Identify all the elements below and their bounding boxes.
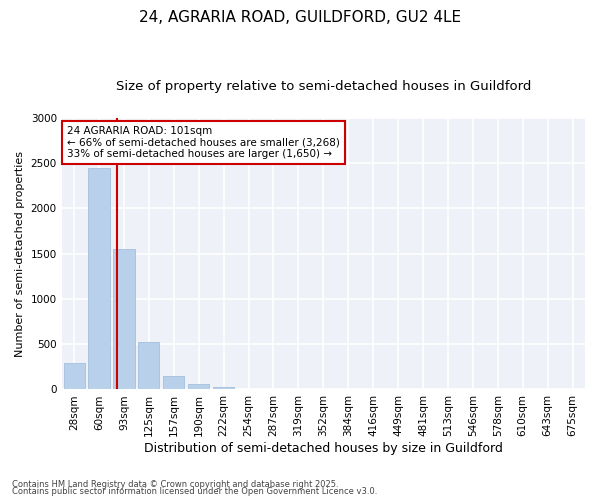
Text: Contains public sector information licensed under the Open Government Licence v3: Contains public sector information licen… — [12, 487, 377, 496]
Y-axis label: Number of semi-detached properties: Number of semi-detached properties — [15, 150, 25, 356]
Bar — [163, 376, 184, 390]
X-axis label: Distribution of semi-detached houses by size in Guildford: Distribution of semi-detached houses by … — [144, 442, 503, 455]
Bar — [138, 342, 160, 390]
Bar — [113, 248, 134, 390]
Bar — [213, 388, 234, 390]
Text: Contains HM Land Registry data © Crown copyright and database right 2025.: Contains HM Land Registry data © Crown c… — [12, 480, 338, 489]
Bar — [64, 362, 85, 390]
Text: 24, AGRARIA ROAD, GUILDFORD, GU2 4LE: 24, AGRARIA ROAD, GUILDFORD, GU2 4LE — [139, 10, 461, 25]
Bar — [188, 384, 209, 390]
Title: Size of property relative to semi-detached houses in Guildford: Size of property relative to semi-detach… — [116, 80, 531, 93]
Bar — [238, 388, 259, 390]
Bar — [88, 168, 110, 390]
Text: 24 AGRARIA ROAD: 101sqm
← 66% of semi-detached houses are smaller (3,268)
33% of: 24 AGRARIA ROAD: 101sqm ← 66% of semi-de… — [67, 126, 340, 159]
